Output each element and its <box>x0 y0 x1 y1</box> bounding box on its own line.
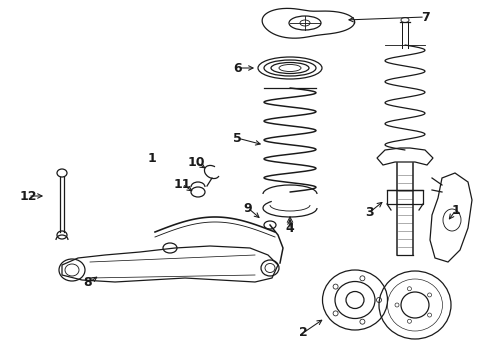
Text: 5: 5 <box>233 131 242 144</box>
Text: 6: 6 <box>234 62 243 75</box>
Text: 10: 10 <box>187 156 205 168</box>
Text: 9: 9 <box>244 202 252 215</box>
Text: 8: 8 <box>84 276 92 289</box>
Text: 2: 2 <box>298 327 307 339</box>
Text: 4: 4 <box>286 221 294 234</box>
Text: 7: 7 <box>420 10 429 23</box>
Text: 12: 12 <box>19 189 37 202</box>
Text: 1: 1 <box>147 152 156 165</box>
Text: 11: 11 <box>173 177 191 190</box>
Text: 1: 1 <box>452 203 461 216</box>
Text: 3: 3 <box>366 206 374 219</box>
